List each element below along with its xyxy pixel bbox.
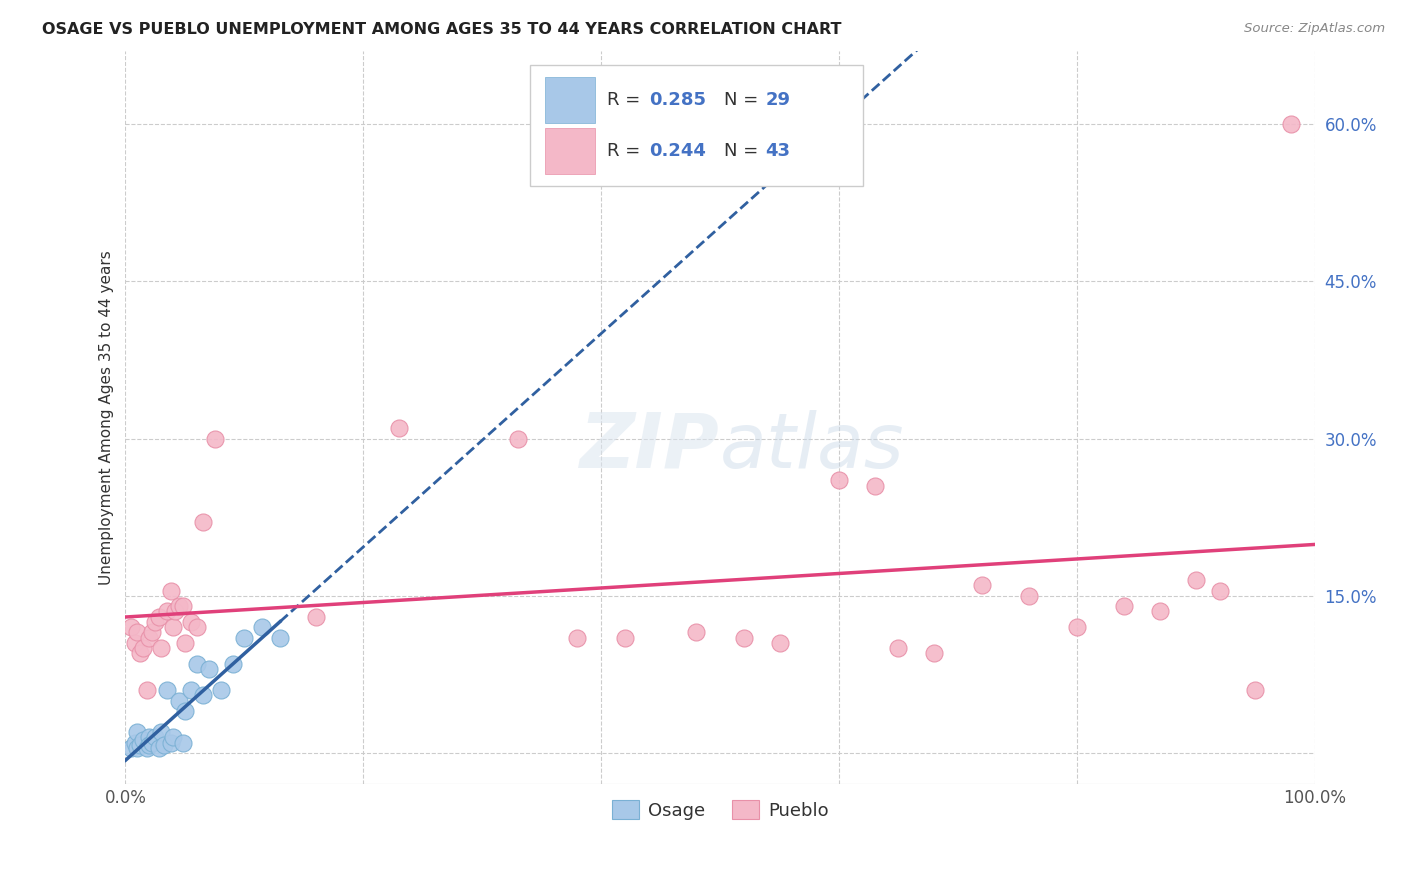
Point bbox=[828, 474, 851, 488]
Text: OSAGE VS PUEBLO UNEMPLOYMENT AMONG AGES 35 TO 44 YEARS CORRELATION CHART: OSAGE VS PUEBLO UNEMPLOYMENT AMONG AGES … bbox=[42, 22, 842, 37]
Point bbox=[685, 625, 707, 640]
Point bbox=[204, 432, 226, 446]
Text: N =: N = bbox=[724, 142, 763, 161]
Point bbox=[191, 516, 214, 530]
Point bbox=[174, 636, 197, 650]
Point bbox=[167, 599, 190, 614]
Text: 43: 43 bbox=[765, 142, 790, 161]
Point bbox=[191, 689, 214, 703]
FancyBboxPatch shape bbox=[530, 65, 863, 186]
Point bbox=[567, 631, 589, 645]
Text: 29: 29 bbox=[765, 91, 790, 109]
Point bbox=[148, 609, 170, 624]
Point bbox=[1244, 683, 1267, 698]
Point bbox=[180, 683, 202, 698]
Point bbox=[162, 620, 184, 634]
Point bbox=[252, 620, 274, 634]
Point bbox=[141, 625, 163, 640]
Point bbox=[197, 662, 219, 676]
Text: 0.285: 0.285 bbox=[648, 91, 706, 109]
Point bbox=[159, 583, 181, 598]
Point bbox=[180, 615, 202, 629]
Point bbox=[167, 693, 190, 707]
Point bbox=[863, 478, 886, 492]
Text: Source: ZipAtlas.com: Source: ZipAtlas.com bbox=[1244, 22, 1385, 36]
Y-axis label: Unemployment Among Ages 35 to 44 years: Unemployment Among Ages 35 to 44 years bbox=[100, 250, 114, 585]
Point bbox=[887, 641, 910, 656]
Point bbox=[233, 631, 256, 645]
Text: N =: N = bbox=[724, 91, 763, 109]
Point bbox=[124, 636, 146, 650]
Point bbox=[156, 683, 179, 698]
Point bbox=[127, 725, 149, 739]
Text: ZIP: ZIP bbox=[581, 410, 720, 483]
Text: R =: R = bbox=[607, 142, 647, 161]
Point bbox=[143, 731, 166, 745]
Point bbox=[922, 647, 945, 661]
Point bbox=[970, 578, 993, 592]
Point bbox=[132, 641, 155, 656]
Point bbox=[148, 740, 170, 755]
Text: 0.244: 0.244 bbox=[648, 142, 706, 161]
Point bbox=[138, 738, 160, 752]
Point bbox=[613, 631, 636, 645]
Point bbox=[1066, 620, 1088, 634]
Point bbox=[159, 735, 181, 749]
Point bbox=[138, 631, 160, 645]
Point bbox=[132, 733, 155, 747]
Text: R =: R = bbox=[607, 91, 647, 109]
Point bbox=[141, 735, 163, 749]
Text: atlas: atlas bbox=[720, 410, 904, 483]
Point bbox=[506, 432, 529, 446]
Point bbox=[124, 735, 146, 749]
Point bbox=[172, 735, 194, 749]
Point bbox=[143, 615, 166, 629]
Point bbox=[305, 609, 328, 624]
Point bbox=[768, 636, 790, 650]
Point bbox=[1208, 583, 1230, 598]
Point bbox=[269, 631, 291, 645]
Point bbox=[186, 657, 208, 671]
Point bbox=[138, 731, 160, 745]
Point bbox=[135, 683, 157, 698]
Point bbox=[162, 731, 184, 745]
Point bbox=[150, 725, 173, 739]
Point bbox=[388, 421, 411, 435]
Point bbox=[128, 647, 150, 661]
Legend: Osage, Pueblo: Osage, Pueblo bbox=[605, 793, 835, 827]
Point bbox=[156, 605, 179, 619]
Point bbox=[127, 625, 149, 640]
Point bbox=[174, 704, 197, 718]
Point bbox=[1114, 599, 1136, 614]
FancyBboxPatch shape bbox=[546, 77, 595, 122]
Point bbox=[165, 605, 187, 619]
Point bbox=[120, 740, 142, 755]
Point bbox=[221, 657, 243, 671]
Point bbox=[733, 631, 755, 645]
Point bbox=[128, 738, 150, 752]
Point bbox=[1279, 117, 1302, 131]
Point bbox=[135, 740, 157, 755]
Point bbox=[120, 620, 142, 634]
Point bbox=[172, 599, 194, 614]
Point bbox=[150, 641, 173, 656]
FancyBboxPatch shape bbox=[546, 128, 595, 174]
Point bbox=[1149, 605, 1171, 619]
Point bbox=[1018, 589, 1040, 603]
Point bbox=[186, 620, 208, 634]
Point bbox=[1184, 573, 1206, 587]
Point bbox=[209, 683, 232, 698]
Point bbox=[127, 740, 149, 755]
Point bbox=[152, 738, 174, 752]
